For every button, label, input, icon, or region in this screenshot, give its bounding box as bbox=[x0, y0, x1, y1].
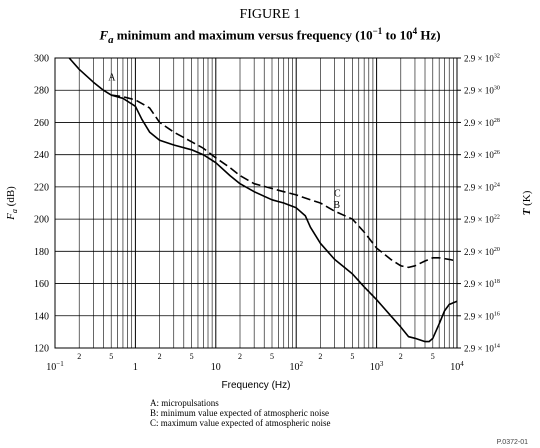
figure-reference: P.0372-01 bbox=[496, 439, 528, 446]
minor-tick-label: 5 bbox=[109, 352, 113, 361]
minor-tick-label: 2 bbox=[399, 352, 403, 361]
right-tick-label: 2.9 × 1028 bbox=[464, 118, 500, 128]
y2-axis-title: T (K) bbox=[521, 190, 533, 215]
y-tick-label: 160 bbox=[34, 279, 49, 290]
curve-b bbox=[110, 94, 458, 343]
minor-tick-label: 2 bbox=[238, 352, 242, 361]
curve-label-b: B bbox=[333, 200, 340, 211]
right-tick-label: 2.9 × 1032 bbox=[464, 54, 500, 64]
y-tick-label: 140 bbox=[34, 311, 49, 322]
legend-item-c: C: maximum value expected of atmospheric… bbox=[150, 418, 331, 428]
minor-tick-label: 5 bbox=[431, 352, 435, 361]
right-tick-label: 2.9 × 1016 bbox=[464, 311, 500, 321]
legend: A: micropulsations B: minimum value expe… bbox=[150, 398, 330, 428]
title-text-2: to 10 bbox=[382, 27, 413, 43]
minor-tick-label: 5 bbox=[270, 352, 274, 361]
right-tick-label: 2.9 × 1024 bbox=[464, 182, 500, 192]
x-tick-label: 1 bbox=[133, 362, 138, 373]
x-tick-label: 103 bbox=[370, 360, 384, 373]
figure-label: FIGURE 1 bbox=[239, 7, 301, 22]
y-tick-label: 120 bbox=[34, 344, 49, 355]
minor-tick-label: 5 bbox=[350, 352, 354, 361]
right-tick-label: 2.9 × 1030 bbox=[464, 86, 500, 96]
legend-item-a: A: micropulsations bbox=[150, 398, 219, 408]
minor-tick-label: 2 bbox=[158, 352, 162, 361]
right-tick-label: 2.9 × 1022 bbox=[464, 215, 500, 225]
label-layer: 2 5 2 5 2 5 2 5 2 5 10−1 1 10 102 103 104 120 140 160 180 20… bbox=[34, 54, 500, 374]
x-tick-label: 10 bbox=[211, 362, 221, 373]
minor-tick-label: 2 bbox=[318, 352, 322, 361]
x-tick-label: 104 bbox=[450, 360, 464, 373]
curve-label-c: C bbox=[334, 189, 341, 200]
minor-tick-label: 5 bbox=[190, 352, 194, 361]
grid-layer bbox=[54, 57, 461, 349]
chart-title: Fa minimum and maximum versus frequency … bbox=[0, 26, 540, 46]
y-tick-label: 220 bbox=[34, 182, 49, 193]
title-text-1: minimum and maximum versus frequency (10 bbox=[113, 27, 373, 43]
title-exponent-2: 4 bbox=[412, 26, 418, 36]
title-exponent-1: −1 bbox=[372, 26, 383, 36]
title-text-3: Hz) bbox=[417, 27, 441, 43]
minor-tick-label: 2 bbox=[77, 352, 81, 361]
curve-a bbox=[68, 57, 112, 96]
y-tick-label: 300 bbox=[34, 54, 49, 65]
y-tick-label: 200 bbox=[34, 215, 49, 226]
right-tick-label: 2.9 × 1026 bbox=[464, 150, 500, 160]
curve-label-a: A bbox=[108, 73, 116, 84]
y-tick-label: 180 bbox=[34, 247, 49, 258]
y-tick-label: 260 bbox=[34, 118, 49, 129]
right-tick-label: 2.9 × 1014 bbox=[464, 344, 500, 354]
x-tick-label: 10−1 bbox=[46, 360, 64, 373]
y-axis-title: Fa (dB) bbox=[5, 186, 19, 221]
series-layer bbox=[68, 57, 458, 343]
right-tick-label: 2.9 × 1020 bbox=[464, 247, 500, 257]
plot-frame bbox=[54, 57, 458, 349]
y-tick-label: 280 bbox=[34, 86, 49, 97]
title-symbol: F bbox=[99, 27, 109, 43]
right-tick-label: 2.9 × 1018 bbox=[464, 279, 500, 289]
curve-c bbox=[111, 94, 458, 269]
legend-item-b: B: minimum value expected of atmospheric… bbox=[150, 408, 329, 418]
y-tick-label: 240 bbox=[34, 150, 49, 161]
x-tick-label: 102 bbox=[289, 360, 303, 373]
x-axis-title: Frequency (Hz) bbox=[222, 380, 291, 391]
title-subscript: a bbox=[108, 33, 114, 46]
